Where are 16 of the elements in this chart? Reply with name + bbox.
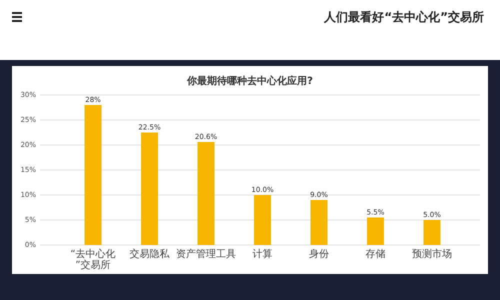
bar <box>84 105 102 245</box>
bar <box>198 142 214 245</box>
x-tick-label: 交易隐私 <box>130 248 171 260</box>
bar <box>310 200 328 245</box>
chart-title: 人们最看好“去中心化”交易所 <box>323 10 484 24</box>
x-tick-label: 资产管理工具 <box>176 248 236 260</box>
bar <box>254 195 271 245</box>
x-tick-label: “去中心化”交易所 <box>70 248 116 271</box>
x-tick-label: 身份 <box>308 248 329 260</box>
bar <box>424 220 440 245</box>
x-tick-label: 计算 <box>252 248 272 260</box>
chart-subtitle: 你最期待哪种去中心化应用? <box>186 75 314 87</box>
x-tick-label: 预测市场 <box>412 248 452 260</box>
x-tick-label: 存储 <box>365 248 386 260</box>
bar <box>367 218 384 245</box>
bar <box>141 132 158 245</box>
